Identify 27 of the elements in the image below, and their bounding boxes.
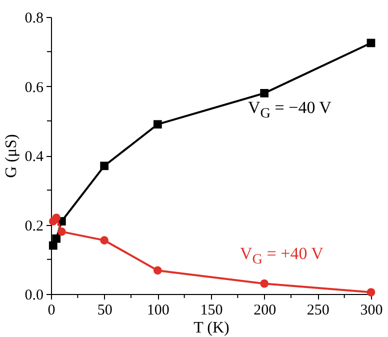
y-axis-title: G (μS)	[2, 134, 20, 178]
point	[153, 266, 162, 275]
x-tick-label: 300	[360, 302, 383, 318]
point	[153, 120, 162, 129]
x-tick-label: 50	[97, 302, 112, 318]
y-tick-label: 0.0	[24, 288, 44, 304]
y-tick-label: 0.4	[24, 149, 44, 165]
point	[260, 279, 269, 288]
x-tick-label: 100	[146, 302, 170, 318]
point	[260, 88, 269, 98]
point	[366, 288, 376, 296]
point	[52, 214, 61, 222]
x-tick-label: 250	[306, 302, 330, 318]
x-tick-label: 200	[254, 302, 276, 318]
point	[100, 162, 109, 170]
y-tick-label: 0.8	[24, 10, 44, 26]
x-tick-label: 0	[48, 302, 56, 318]
point	[366, 38, 376, 48]
point	[52, 234, 61, 243]
y-tick-label: 0.2	[24, 218, 44, 234]
point	[57, 228, 66, 236]
x-axis-title: T (K)	[194, 320, 230, 336]
series-label: V$_{G}$ = +40 V	[240, 244, 324, 268]
y-tick-label: 0.6	[24, 80, 44, 96]
point	[100, 236, 109, 245]
x-tick-label: 150	[200, 302, 223, 318]
series-label: V$_{G}$ = −40 V	[248, 98, 332, 122]
